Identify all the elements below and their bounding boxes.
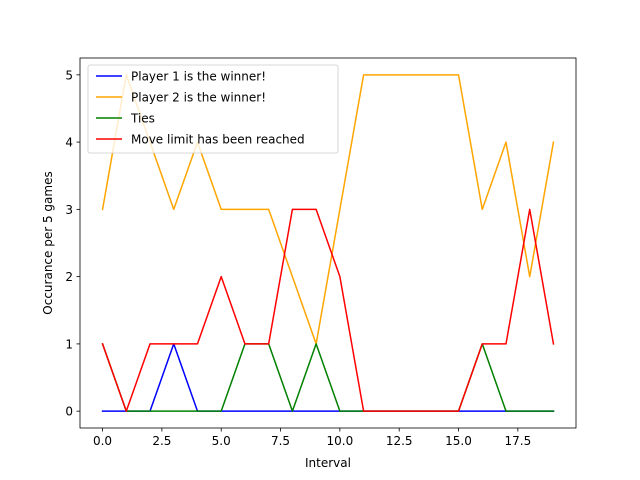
y-tick-label: 2 (65, 270, 73, 284)
legend-label: Move limit has been reached (131, 133, 305, 147)
legend-label: Ties (130, 112, 155, 126)
x-tick-label: 2.5 (152, 434, 171, 448)
x-tick-label: 17.5 (504, 434, 531, 448)
series-line-1 (101, 343, 555, 412)
x-axis: 0.0 2.5 5.0 7.5 10.0 12.5 15.0 17.5 (93, 428, 531, 448)
series-layer (101, 74, 555, 412)
y-tick-label: 4 (65, 136, 73, 150)
x-tick-label: 15.0 (445, 434, 472, 448)
legend-label: Player 1 is the winner! (131, 70, 266, 84)
y-axis-label: Occurance per 5 games (41, 171, 55, 314)
series-line-4 (101, 208, 555, 412)
y-tick-label: 1 (65, 337, 73, 351)
legend: Player 1 is the winner! Player 2 is the w… (87, 64, 339, 154)
series-line-2 (101, 74, 555, 345)
y-tick-label: 0 (65, 405, 73, 419)
x-tick-label: 5.0 (212, 434, 231, 448)
x-tick-label: 7.5 (271, 434, 290, 448)
legend-box (87, 64, 339, 154)
plot-frame (79, 57, 577, 429)
x-axis-label: Interval (305, 456, 351, 470)
y-tick-label: 5 (65, 68, 73, 82)
x-tick-label: 10.0 (327, 434, 354, 448)
y-axis: 0 1 2 3 4 5 (65, 68, 80, 419)
x-tick-label: 12.5 (386, 434, 413, 448)
legend-label: Player 2 is the winner! (131, 91, 266, 105)
y-tick-label: 3 (65, 203, 73, 217)
x-tick-label: 0.0 (93, 434, 112, 448)
